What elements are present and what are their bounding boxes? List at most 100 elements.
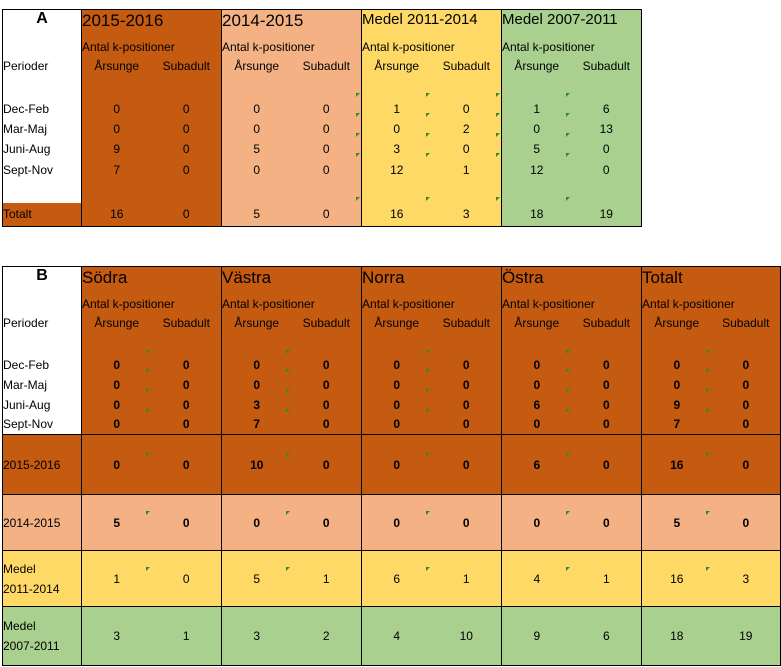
row-label: Sept-Nov	[2, 158, 82, 181]
comment-marker-icon	[565, 368, 570, 373]
comment-marker-icon	[705, 388, 710, 393]
row-label: Juni-Aug	[2, 394, 82, 415]
cell-value: 0	[81, 374, 152, 395]
cell-value: 0	[221, 98, 292, 119]
cell-value: 5	[221, 550, 292, 607]
cell-value: 0	[641, 355, 712, 375]
row-label-header: Perioder	[2, 58, 82, 79]
summary-row: 2014-2015 5 0 0 0 0 0 0 0 5 0	[2, 494, 781, 551]
cell-value: 1	[425, 550, 502, 607]
comment-marker-icon	[425, 349, 430, 354]
cell-value: 7	[221, 414, 292, 435]
comment-marker-icon	[285, 511, 290, 515]
cell-value: 3	[81, 606, 152, 666]
comment-marker-icon	[285, 453, 290, 457]
cell-value: 0	[81, 434, 152, 495]
cell-value: 3	[221, 394, 292, 415]
comment-marker-icon	[565, 349, 570, 354]
cell-value: 0	[565, 349, 642, 375]
table-row: Mar-Maj 0 0 0 0 0 0 0 0 0 0	[2, 368, 781, 395]
cell-value: 0	[501, 355, 572, 375]
comment-marker-icon	[705, 511, 710, 515]
cell-value: 7	[641, 414, 712, 435]
cell-value: 0	[285, 368, 362, 395]
comment-marker-icon	[425, 92, 430, 97]
cell-value: 0	[291, 202, 362, 227]
cell-value: 0	[145, 408, 222, 435]
row-label: 2015-2016	[2, 434, 82, 495]
comment-marker-icon	[425, 408, 430, 413]
cell-value: 5	[496, 132, 572, 159]
sub-header: Antal k-positioner	[641, 296, 781, 316]
comment-marker-icon	[565, 112, 570, 117]
cell-value: 0	[285, 408, 362, 435]
cell-value: 1	[81, 550, 152, 607]
comment-marker-icon	[425, 388, 430, 393]
comment-marker-icon	[565, 511, 570, 515]
cell-value: 3	[356, 132, 432, 159]
cell-value: 0	[291, 98, 362, 119]
group-title-ostra: Östra	[501, 266, 642, 297]
row-label: Mar-Maj	[2, 118, 82, 139]
cell-value: 0	[565, 152, 642, 181]
comment-marker-icon	[145, 408, 150, 413]
cell-value: 7	[81, 158, 152, 181]
comment-marker-icon	[496, 132, 500, 137]
cell-value: 0	[425, 349, 502, 375]
cell-value: 10	[221, 434, 292, 495]
cell-value: 4	[361, 606, 432, 666]
cell-value: 0	[565, 434, 642, 495]
cell-value: 0	[425, 388, 502, 415]
cell-value: 0	[145, 434, 222, 495]
col-header-arsunge: Årsunge	[501, 315, 572, 336]
comment-marker-icon	[425, 453, 430, 457]
table-row: Sept-Nov 0 0 7 0 0 0 0 0 7 0	[2, 408, 781, 435]
cell-value: 0	[705, 494, 781, 551]
table-a: A 2015-2016 2014-2015 Medel 2011-2014 Me…	[2, 9, 642, 227]
cell-value: 0	[565, 368, 642, 395]
cell-value: 1	[356, 92, 432, 119]
comment-marker-icon	[425, 368, 430, 373]
col-header-arsunge: Årsunge	[361, 315, 432, 336]
col-header-arsunge: Årsunge	[221, 58, 292, 79]
sub-header: Antal k-positioner	[81, 39, 222, 59]
cell-value: 18	[641, 606, 712, 666]
cell-value: 0	[425, 408, 502, 435]
cell-value: 0	[221, 494, 292, 551]
group-title-norra: Norra	[361, 266, 502, 297]
comment-marker-icon	[425, 511, 430, 515]
cell-value: 16	[641, 550, 712, 607]
group-title-medel-2007-2011: Medel 2007-2011	[501, 9, 642, 40]
comment-marker-icon	[565, 132, 570, 137]
cell-value: 12	[356, 152, 432, 181]
sub-header: Antal k-positioner	[361, 296, 502, 316]
comment-marker-icon	[425, 196, 430, 201]
cell-value: 0	[291, 118, 362, 139]
summary-row: Medel 2011-2014 1 0 5 1 6 1 4 1 16 3	[2, 550, 781, 607]
cell-value: 0	[361, 394, 432, 415]
cell-value: 0	[151, 202, 222, 227]
comment-marker-icon	[356, 132, 360, 137]
comment-marker-icon	[705, 453, 710, 457]
cell-value: 0	[496, 112, 572, 139]
table-row: Juni-Aug 9 0 5 0 3 0 5 0	[2, 132, 642, 159]
col-header-subadult: Subadult	[431, 58, 502, 79]
comment-marker-icon	[285, 349, 290, 354]
cell-value: 0	[81, 414, 152, 435]
comment-marker-icon	[496, 152, 500, 157]
cell-value: 0	[425, 494, 502, 551]
row-label: Dec-Feb	[2, 98, 82, 119]
cell-value: 0	[565, 494, 642, 551]
col-header-subadult: Subadult	[151, 58, 222, 79]
row-label-line1: Medel	[3, 561, 36, 576]
comment-marker-icon	[145, 567, 150, 571]
row-label-line1: Medel	[3, 619, 36, 633]
cell-value: 0	[285, 349, 362, 375]
cell-value: 0	[285, 388, 362, 415]
comment-marker-icon	[705, 408, 710, 413]
group-title-2015-2016: 2015-2016	[81, 9, 222, 40]
cell-value: 12	[496, 152, 572, 181]
comment-marker-icon	[705, 349, 710, 354]
cell-value: 0	[145, 349, 222, 375]
cell-value: 1	[425, 152, 502, 181]
